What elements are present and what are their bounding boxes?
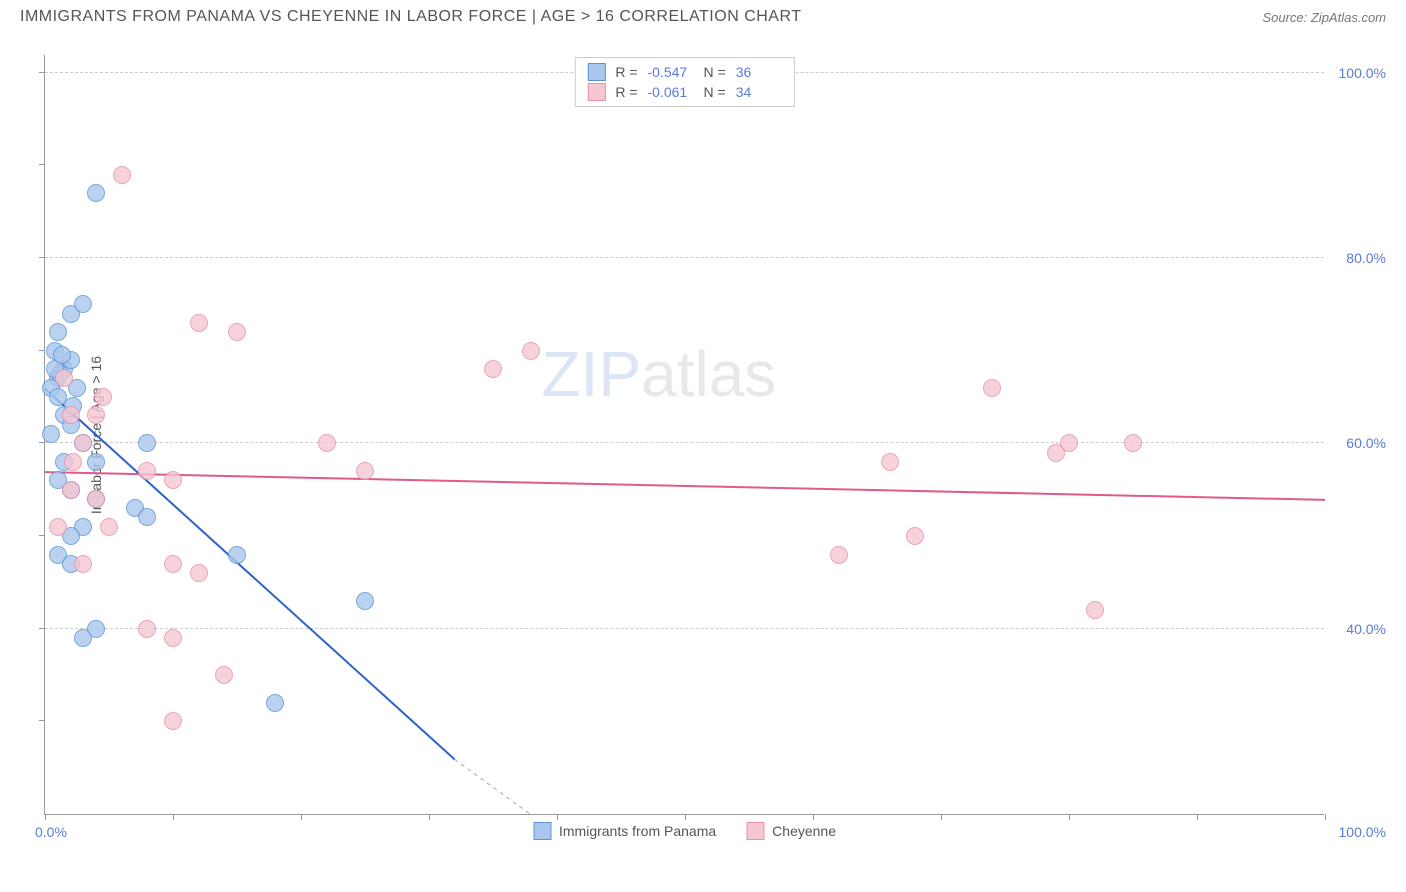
data-point [55, 369, 73, 387]
data-point [62, 481, 80, 499]
data-point [49, 323, 67, 341]
data-point [1086, 601, 1104, 619]
data-point [87, 184, 105, 202]
stats-row-cheyenne: R = -0.061 N = 34 [587, 82, 781, 102]
data-point [62, 406, 80, 424]
data-point [138, 508, 156, 526]
swatch-cheyenne [587, 83, 605, 101]
data-point [42, 425, 60, 443]
data-point [1124, 434, 1142, 452]
data-point [1060, 434, 1078, 452]
data-point [138, 434, 156, 452]
data-point [318, 434, 336, 452]
chart-title: IMMIGRANTS FROM PANAMA VS CHEYENNE IN LA… [20, 8, 802, 26]
data-point [881, 453, 899, 471]
data-point [356, 592, 374, 610]
data-point [53, 346, 71, 364]
data-point [190, 564, 208, 582]
data-point [983, 379, 1001, 397]
data-point [356, 462, 374, 480]
data-point [87, 406, 105, 424]
data-point [266, 694, 284, 712]
x-tick [685, 814, 686, 820]
legend-item-panama: Immigrants from Panama [533, 822, 716, 840]
data-point [164, 712, 182, 730]
trendline [45, 389, 455, 760]
x-tick [429, 814, 430, 820]
x-tick [301, 814, 302, 820]
data-point [113, 166, 131, 184]
data-point [190, 314, 208, 332]
x-tick [45, 814, 46, 820]
data-point [94, 388, 112, 406]
data-point [138, 462, 156, 480]
x-tick [173, 814, 174, 820]
x-tick [1197, 814, 1198, 820]
scatter-chart: 100.0%80.0%60.0%40.0% In Labor Force | A… [44, 55, 1324, 815]
source-attribution: Source: ZipAtlas.com [1262, 10, 1386, 25]
data-point [64, 453, 82, 471]
legend-swatch-panama [533, 822, 551, 840]
y-tick-label: 100.0% [1339, 65, 1386, 81]
y-tick-label: 60.0% [1346, 435, 1386, 451]
data-point [74, 295, 92, 313]
x-tick [813, 814, 814, 820]
data-point [49, 518, 67, 536]
swatch-panama [587, 63, 605, 81]
legend-swatch-cheyenne [746, 822, 764, 840]
data-point [74, 555, 92, 573]
x-tick [557, 814, 558, 820]
x-tick [1069, 814, 1070, 820]
data-point [228, 546, 246, 564]
data-point [164, 471, 182, 489]
data-point [138, 620, 156, 638]
data-point [215, 666, 233, 684]
data-point [87, 453, 105, 471]
y-tick-label: 80.0% [1346, 250, 1386, 266]
data-point [830, 546, 848, 564]
data-point [164, 555, 182, 573]
bottom-legend: Immigrants from Panama Cheyenne [533, 822, 836, 840]
data-point [228, 323, 246, 341]
stats-legend-box: R = -0.547 N = 36 R = -0.061 N = 34 [574, 57, 794, 107]
data-point [164, 629, 182, 647]
chart-header: IMMIGRANTS FROM PANAMA VS CHEYENNE IN LA… [0, 0, 1406, 30]
legend-item-cheyenne: Cheyenne [746, 822, 836, 840]
data-point [484, 360, 502, 378]
data-point [74, 434, 92, 452]
data-point [906, 527, 924, 545]
trendline [45, 472, 1325, 500]
x-tick [941, 814, 942, 820]
data-point [100, 518, 118, 536]
data-point [522, 342, 540, 360]
x-axis-max-label: 100.0% [1339, 824, 1386, 840]
x-tick [1325, 814, 1326, 820]
data-point [87, 490, 105, 508]
trendline-extrapolation [455, 759, 532, 815]
stats-row-panama: R = -0.547 N = 36 [587, 62, 781, 82]
x-axis-min-label: 0.0% [35, 824, 67, 840]
y-tick-label: 40.0% [1346, 621, 1386, 637]
data-point [74, 629, 92, 647]
